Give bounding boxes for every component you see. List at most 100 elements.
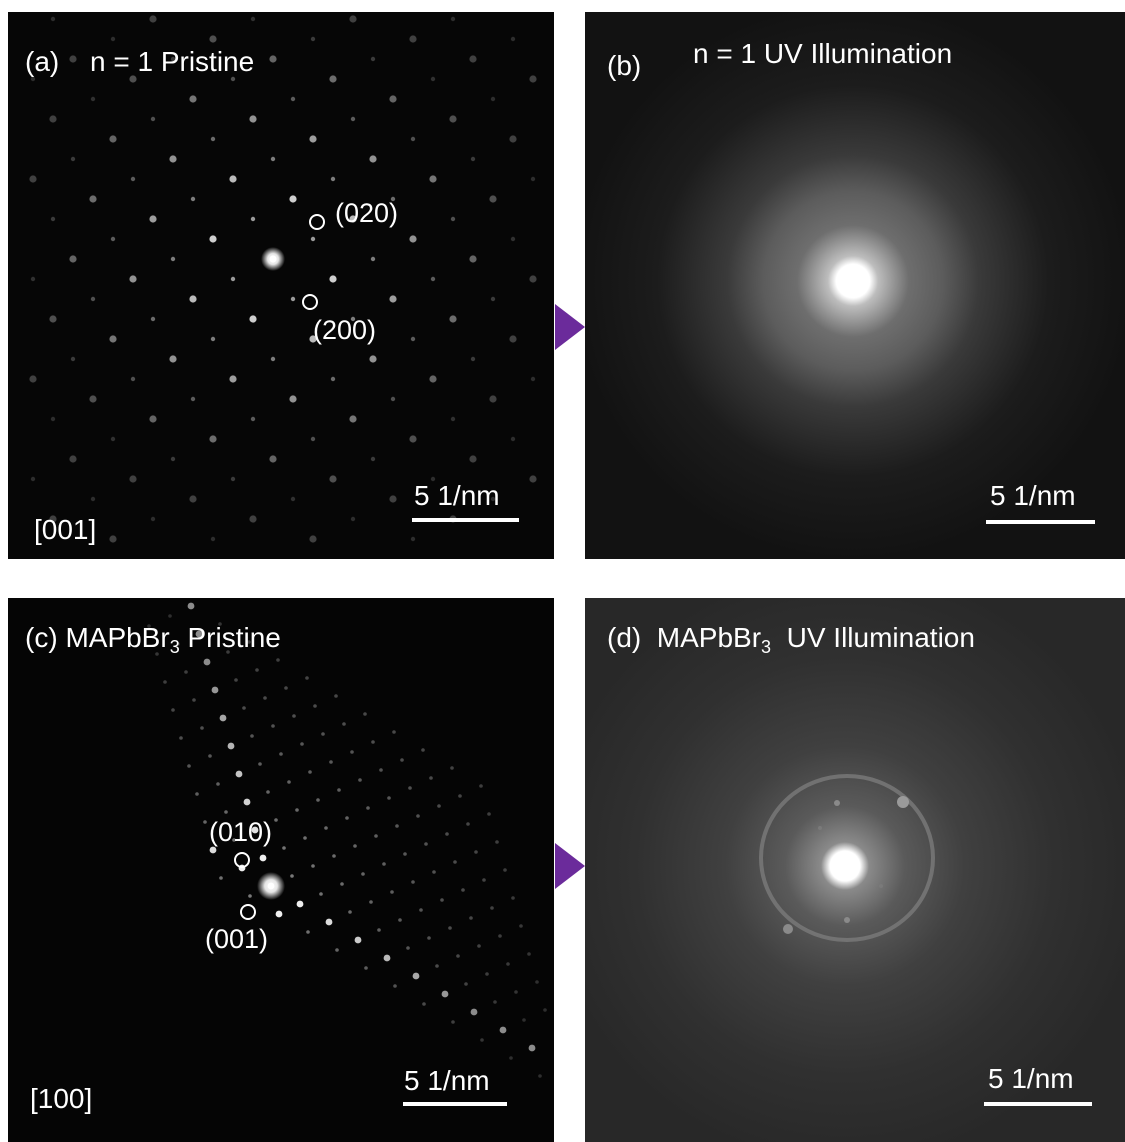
diffraction-spot bbox=[361, 872, 365, 876]
diffraction-spot bbox=[370, 456, 376, 462]
diffraction-spot bbox=[210, 536, 216, 542]
diffraction-spot bbox=[210, 136, 216, 142]
diffraction-spot bbox=[311, 864, 315, 868]
diffraction-spot bbox=[503, 868, 507, 872]
diffraction-spot bbox=[130, 176, 136, 182]
diffraction-spot bbox=[226, 650, 230, 654]
diffraction-spot bbox=[370, 56, 376, 62]
panel-d-ring-pattern bbox=[585, 598, 1125, 1142]
diffraction-spot bbox=[110, 436, 116, 442]
diffraction-spot bbox=[250, 734, 254, 738]
diffraction-spot bbox=[353, 844, 357, 848]
diffraction-spot bbox=[458, 794, 462, 798]
diffraction-spot bbox=[400, 758, 404, 762]
diffraction-spot bbox=[282, 846, 286, 850]
diffraction-spot bbox=[392, 730, 396, 734]
diffraction-spot bbox=[187, 602, 195, 610]
diffraction-spot bbox=[229, 375, 237, 383]
diffraction-spot bbox=[511, 896, 515, 900]
spot-200-marker bbox=[302, 294, 318, 310]
diffraction-spot bbox=[306, 930, 310, 934]
top-transition-arrow-icon bbox=[555, 304, 585, 350]
diffraction-spot bbox=[450, 16, 456, 22]
diffraction-spot bbox=[510, 36, 516, 42]
spot-001-marker bbox=[240, 904, 256, 920]
panel-a-scale-label: 5 1/nm bbox=[414, 480, 500, 511]
diffraction-spot bbox=[243, 798, 251, 806]
diffraction-spot bbox=[350, 516, 356, 522]
diffraction-spot bbox=[90, 296, 96, 302]
diffraction-spot bbox=[269, 455, 277, 463]
diffraction-spot bbox=[429, 375, 437, 383]
diffraction-spot bbox=[490, 496, 496, 502]
diffraction-spot bbox=[190, 196, 196, 202]
diffraction-spot bbox=[211, 686, 219, 694]
diffraction-spot bbox=[290, 296, 296, 302]
diffraction-spot bbox=[289, 195, 297, 203]
panel-c-spot-pattern bbox=[147, 602, 547, 1078]
diffraction-spot bbox=[176, 642, 180, 646]
diffraction-spot bbox=[354, 936, 362, 944]
diffraction-spot bbox=[109, 135, 117, 143]
diffraction-spot bbox=[489, 395, 497, 403]
diffraction-spot bbox=[303, 836, 307, 840]
diffraction-spot bbox=[409, 35, 417, 43]
diffraction-spot bbox=[319, 892, 323, 896]
diffraction-spot bbox=[129, 75, 137, 83]
diffraction-spot bbox=[474, 850, 478, 854]
diffraction-spot bbox=[466, 822, 470, 826]
panel-d-title-main: MAPbBr bbox=[656, 622, 762, 653]
diffraction-spot bbox=[287, 780, 291, 784]
diffraction-spot bbox=[150, 316, 156, 322]
diffraction-spot bbox=[389, 495, 397, 503]
diffraction-spot bbox=[259, 854, 267, 862]
diffraction-spot bbox=[429, 175, 437, 183]
diffraction-spot bbox=[290, 96, 296, 102]
diffraction-spot bbox=[300, 742, 304, 746]
diffraction-spot bbox=[295, 808, 299, 812]
panel-c-title-main: MAPbBr bbox=[65, 622, 170, 653]
diffraction-spot bbox=[310, 436, 316, 442]
diffraction-spot bbox=[309, 535, 317, 543]
diffraction-spot bbox=[490, 906, 494, 910]
diffraction-spot bbox=[292, 714, 296, 718]
diffraction-spot bbox=[332, 854, 336, 858]
diffraction-spot bbox=[495, 840, 499, 844]
panel-a-letter: (a) bbox=[25, 46, 60, 77]
diffraction-spot bbox=[366, 806, 370, 810]
diffraction-spot bbox=[370, 256, 376, 262]
diffraction-spot bbox=[230, 476, 236, 482]
diffraction-spot bbox=[349, 215, 357, 223]
diffraction-spot bbox=[209, 435, 217, 443]
diffraction-spot bbox=[250, 216, 256, 222]
diffraction-spot bbox=[189, 95, 197, 103]
diffraction-spot bbox=[432, 870, 436, 874]
diffraction-spot bbox=[49, 515, 57, 523]
diffraction-spot bbox=[498, 934, 502, 938]
diffraction-spot bbox=[406, 946, 410, 950]
panel-c-zone-axis: [100] bbox=[30, 1083, 93, 1114]
diffraction-spot bbox=[369, 355, 377, 363]
diffraction-spot bbox=[251, 826, 259, 834]
diffraction-spot bbox=[275, 910, 283, 918]
diffraction-spot bbox=[477, 944, 481, 948]
panel-c-letter: (c) bbox=[25, 622, 58, 653]
diffraction-spot bbox=[203, 658, 211, 666]
diffraction-spot bbox=[510, 436, 516, 442]
diffraction-spot bbox=[255, 668, 259, 672]
central-beam-spot bbox=[257, 872, 285, 900]
diffraction-spot bbox=[219, 876, 223, 880]
diffraction-spot bbox=[184, 670, 188, 674]
diffraction-spot bbox=[171, 708, 175, 712]
diffraction-spot bbox=[340, 882, 344, 886]
diffraction-spot bbox=[249, 115, 257, 123]
diffraction-spot bbox=[510, 236, 516, 242]
diffraction-spot bbox=[390, 890, 394, 894]
diffraction-spot bbox=[50, 416, 56, 422]
panel-b-scale-label: 5 1/nm bbox=[990, 480, 1076, 511]
panel-d-title-line: (d) MAPbBr3 UV Illumination bbox=[607, 622, 975, 657]
diffraction-spot bbox=[411, 880, 415, 884]
diffraction-spot bbox=[130, 376, 136, 382]
diffraction-spot bbox=[89, 395, 97, 403]
diffraction-spot bbox=[325, 918, 333, 926]
